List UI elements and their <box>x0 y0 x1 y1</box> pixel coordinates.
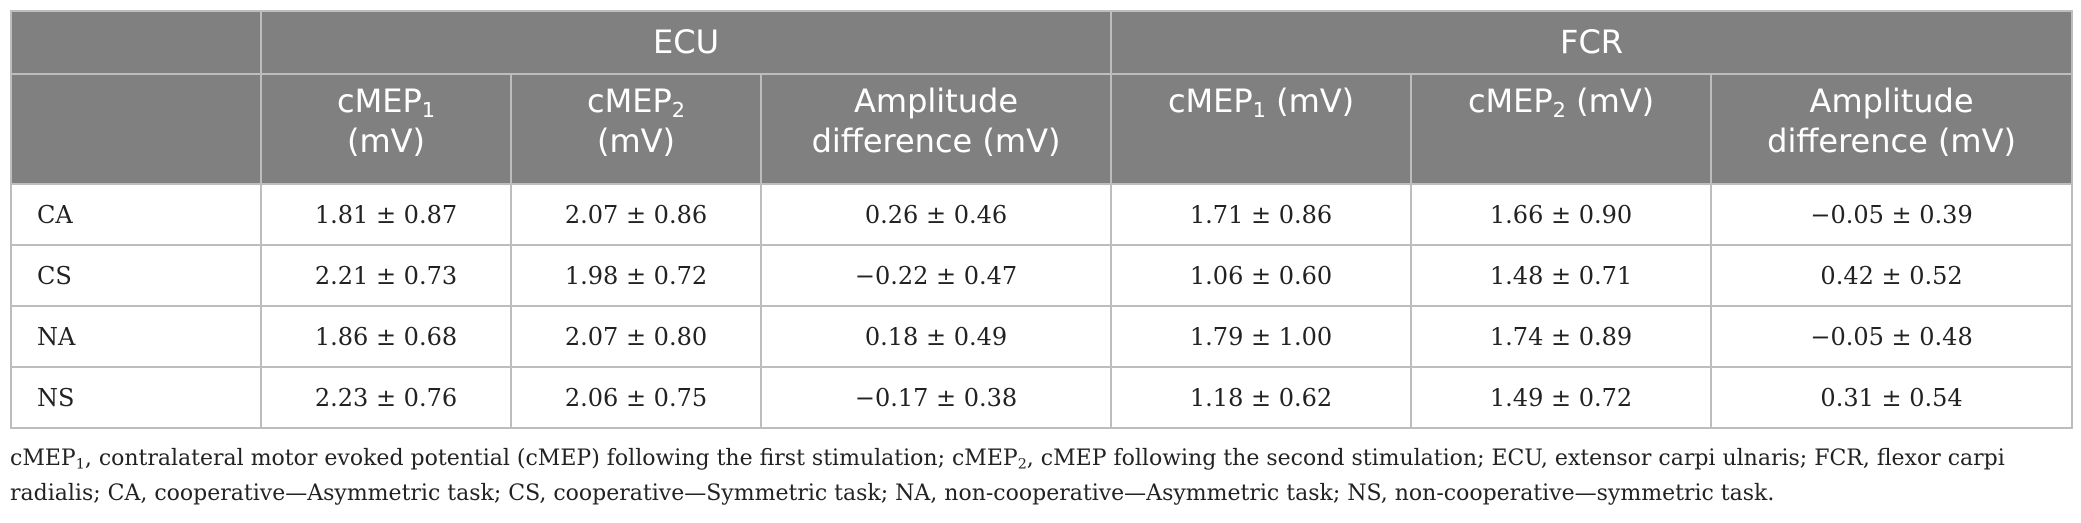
row-label: NA <box>10 305 262 368</box>
row-label: CS <box>10 244 262 307</box>
table-cell: 1.71 ± 0.86 <box>1110 183 1413 246</box>
results-table: ECU FCR cMEP1 (mV) cMEP2 (mV) Amplitude dif… <box>10 10 2074 429</box>
table-cell: 1.18 ± 0.62 <box>1110 366 1413 429</box>
table-cell: −0.05 ± 0.39 <box>1710 183 2074 246</box>
table-cell: 0.31 ± 0.54 <box>1710 366 2074 429</box>
table-cell: −0.05 ± 0.48 <box>1710 305 2074 368</box>
column-header-fcr-cmep2: cMEP2 (mV) <box>1410 73 1713 185</box>
table-cell: 1.06 ± 0.60 <box>1110 244 1413 307</box>
table-cell: 0.26 ± 0.46 <box>759 183 1113 246</box>
column-header-fcr-cmep1: cMEP1 (mV) <box>1110 73 1413 185</box>
column-header-ecu-cmep1: cMEP1 (mV) <box>260 73 512 185</box>
group-header-row: ECU FCR <box>10 10 2074 75</box>
table-row: NS 2.23 ± 0.76 2.06 ± 0.75 −0.17 ± 0.38 … <box>10 366 2074 429</box>
column-header-ecu-amplitude-diff: Amplitude difference (mV) <box>759 73 1113 185</box>
group-header-ecu: ECU <box>259 10 1113 75</box>
column-header-fcr-amplitude-diff: Amplitude difference (mV) <box>1710 73 2074 185</box>
column-header-row: cMEP1 (mV) cMEP2 (mV) Amplitude difference … <box>10 73 2074 185</box>
table-cell: 1.66 ± 0.90 <box>1410 183 1713 246</box>
table-row: NA 1.86 ± 0.68 2.07 ± 0.80 0.18 ± 0.49 1… <box>10 305 2074 368</box>
group-header-empty <box>10 10 262 75</box>
table-cell: 0.18 ± 0.49 <box>759 305 1113 368</box>
group-header-fcr: FCR <box>1110 10 2074 75</box>
table-cell: −0.22 ± 0.47 <box>759 244 1113 307</box>
table-footnote: cMEP1, contralateral motor evoked potent… <box>10 446 2005 506</box>
column-header-ecu-cmep2: cMEP2 (mV) <box>510 73 762 185</box>
table-cell: 1.98 ± 0.72 <box>510 244 762 307</box>
table-cell: 2.07 ± 0.80 <box>510 305 762 368</box>
table-cell: 0.42 ± 0.52 <box>1710 244 2074 307</box>
table-cell: 2.06 ± 0.75 <box>510 366 762 429</box>
table-cell: 1.49 ± 0.72 <box>1410 366 1713 429</box>
table-cell: 1.48 ± 0.71 <box>1410 244 1713 307</box>
table-cell: 2.23 ± 0.76 <box>260 366 512 429</box>
column-header-condition <box>10 73 262 185</box>
table-row: CS 2.21 ± 0.73 1.98 ± 0.72 −0.22 ± 0.47 … <box>10 244 2074 307</box>
table-cell: 2.07 ± 0.86 <box>510 183 762 246</box>
table-cell: −0.17 ± 0.38 <box>759 366 1113 429</box>
table-cell: 1.79 ± 1.00 <box>1110 305 1413 368</box>
row-label: CA <box>10 183 262 246</box>
table-cell: 1.86 ± 0.68 <box>260 305 512 368</box>
table-row: CA 1.81 ± 0.87 2.07 ± 0.86 0.26 ± 0.46 1… <box>10 183 2074 246</box>
table-cell: 1.81 ± 0.87 <box>260 183 512 246</box>
table-cell: 2.21 ± 0.73 <box>260 244 512 307</box>
table-container: ECU FCR cMEP1 (mV) cMEP2 (mV) Amplitude dif… <box>10 10 2074 511</box>
row-label: NS <box>10 366 262 429</box>
table-cell: 1.74 ± 0.89 <box>1410 305 1713 368</box>
